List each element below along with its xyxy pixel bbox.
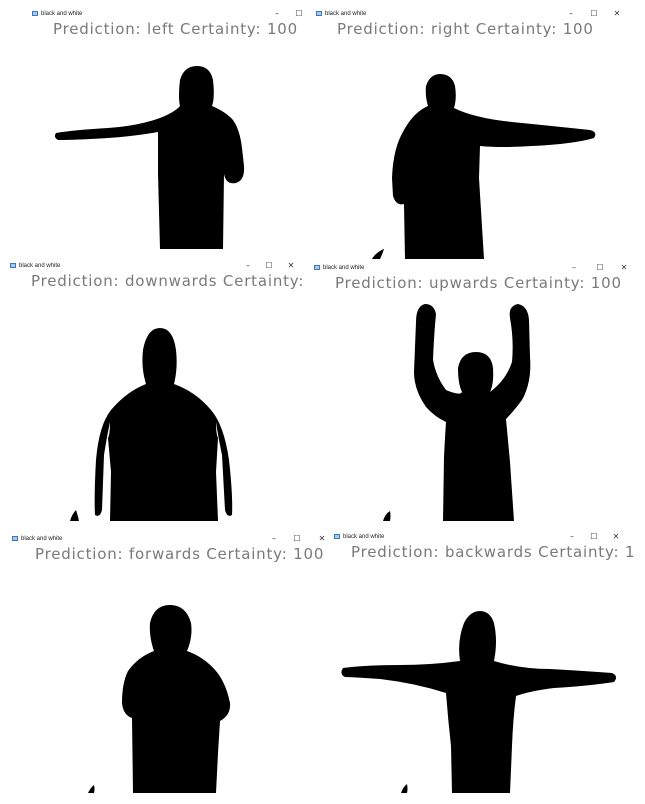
close-button[interactable]: ✕ [620,263,628,272]
minimize-button[interactable]: – [569,9,573,18]
prediction-value: forwards [128,545,201,563]
minimize-button[interactable]: – [570,532,574,541]
maximize-button[interactable]: ☐ [590,532,598,541]
app-window-icon [32,11,38,16]
window-titlebar[interactable]: black and white – ☐ ✕ [330,531,636,543]
window-upwards: black and white – ☐ ✕ Prediction: upward… [310,262,633,522]
app-window-icon [316,11,322,16]
prediction-value: left [146,20,175,38]
maximize-button[interactable]: ☐ [295,9,303,18]
prediction-label: Prediction: [335,274,424,292]
certainty-value: 100 [562,20,594,38]
prediction-label: Prediction: [351,543,440,561]
window-right: black and white – ☐ ✕ Prediction: right … [312,8,634,260]
prediction-label: Prediction: [31,272,120,290]
window-titlebar[interactable]: black and white – ☐ ✕ [312,8,634,20]
minimize-button[interactable]: – [572,263,576,272]
maximize-button[interactable]: ☐ [265,261,273,270]
certainty-value: 100 [293,545,325,563]
window-title: black and white [343,534,385,540]
prediction-text: Prediction: upwards Certainty: 100 [335,274,633,292]
certainty-value: 100 [590,274,622,292]
minimize-button[interactable]: – [272,534,276,543]
silhouette-upwards [383,304,531,521]
silhouette-forwards [88,605,231,793]
app-window-icon [314,265,320,270]
window-titlebar[interactable]: black and white – ☐ ✕ [310,262,633,274]
window-backwards: black and white – ☐ ✕ Prediction: backwa… [330,531,636,794]
certainty-label: Certainty: [206,545,288,563]
prediction-value: downwards [124,272,218,290]
certainty-value: 100 [625,543,636,561]
prediction-label: Prediction: [35,545,124,563]
prediction-value: backwards [444,543,533,561]
window-title: black and white [323,265,365,271]
minimize-button[interactable]: – [275,9,279,18]
window-forwards: black and white – ☐ ✕ Prediction: forwar… [8,533,333,794]
maximize-button[interactable]: ☐ [596,263,604,272]
app-window-icon [12,536,18,541]
silhouette-left [54,66,245,249]
certainty-label: Certainty: [222,272,303,290]
prediction-text: Prediction: left Certainty: 100 [53,20,306,38]
prediction-text: Prediction: forwards Certainty: 100 [35,545,333,563]
silhouette-right [372,74,596,259]
certainty-value: 100 [266,20,298,38]
prediction-text: Prediction: right Certainty: 100 [337,20,634,38]
prediction-value: right [430,20,471,38]
window-title: black and white [21,536,63,542]
close-button[interactable]: ✕ [612,532,620,541]
certainty-label: Certainty: [475,20,558,38]
prediction-label: Prediction: [337,20,426,38]
certainty-label: Certainty: [538,543,620,561]
window-title: black and white [19,263,61,269]
certainty-label: Certainty: [180,20,262,38]
close-button[interactable]: ✕ [613,9,621,18]
silhouette-downwards [70,328,233,521]
window-titlebar[interactable]: black and white – ☐ ✕ [6,260,303,272]
close-button[interactable]: ✕ [287,261,295,270]
app-window-icon [10,263,16,268]
window-titlebar[interactable]: black and white – ☐ [28,8,306,20]
minimize-button[interactable]: – [246,261,250,270]
prediction-label: Prediction: [53,20,142,38]
close-button[interactable]: ✕ [318,534,326,543]
maximize-button[interactable]: ☐ [590,9,598,18]
certainty-label: Certainty: [503,274,586,292]
window-downwards: black and white – ☐ ✕ Prediction: downwa… [6,260,303,522]
silhouette-backwards [341,611,617,793]
prediction-text: Prediction: backwards Certainty: 100 [351,543,636,561]
window-title: black and white [325,11,367,17]
maximize-button[interactable]: ☐ [293,534,301,543]
app-window-icon [334,534,340,539]
window-titlebar[interactable]: black and white – ☐ ✕ [8,533,333,545]
window-title: black and white [41,11,83,17]
prediction-value: upwards [428,274,499,292]
prediction-text: Prediction: downwards Certainty: 100 [31,272,303,290]
window-left: black and white – ☐ Prediction: left Cer… [28,8,306,250]
